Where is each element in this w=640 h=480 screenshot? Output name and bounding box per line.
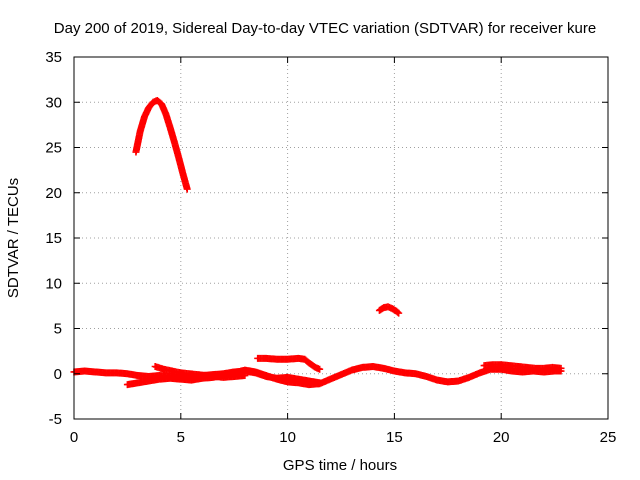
y-tick-label: 5 [54,321,62,338]
data-marks [70,96,565,389]
x-tick-label: 0 [70,429,78,446]
series-base-c [151,363,249,381]
y-tick-label: 30 [45,94,62,111]
x-tick-label: 20 [493,429,510,446]
data-point [557,364,565,372]
x-tick-label: 15 [386,429,403,446]
series-arc-9h [254,354,324,373]
x-axis-label: GPS time / hours [283,457,397,474]
y-tick-label: 35 [45,49,62,66]
series-arc-high [132,96,191,193]
y-tick-label: 20 [45,185,62,202]
series-base-d [480,361,565,372]
x-tick-label: 5 [177,429,185,446]
x-tick-label: 10 [279,429,296,446]
chart-title: Day 200 of 2019, Sidereal Day-to-day VTE… [54,20,596,37]
data-point [316,365,324,373]
data-point [241,372,249,380]
data-point [395,309,403,317]
y-tick-label: -5 [49,411,62,428]
data-point [394,308,402,316]
axes: 0 5 10 15 20 25 -5 0 5 10 15 20 25 30 35 [45,49,616,446]
y-tick-label: 15 [45,230,62,247]
series-arc-15h [375,303,403,317]
y-tick-label: 25 [45,140,62,157]
y-tick-label: 0 [54,366,62,383]
x-tick-label: 25 [600,429,617,446]
y-tick-label: 10 [45,275,62,292]
data-point [183,185,191,193]
y-axis-label: SDTVAR / TECUs [5,178,22,298]
